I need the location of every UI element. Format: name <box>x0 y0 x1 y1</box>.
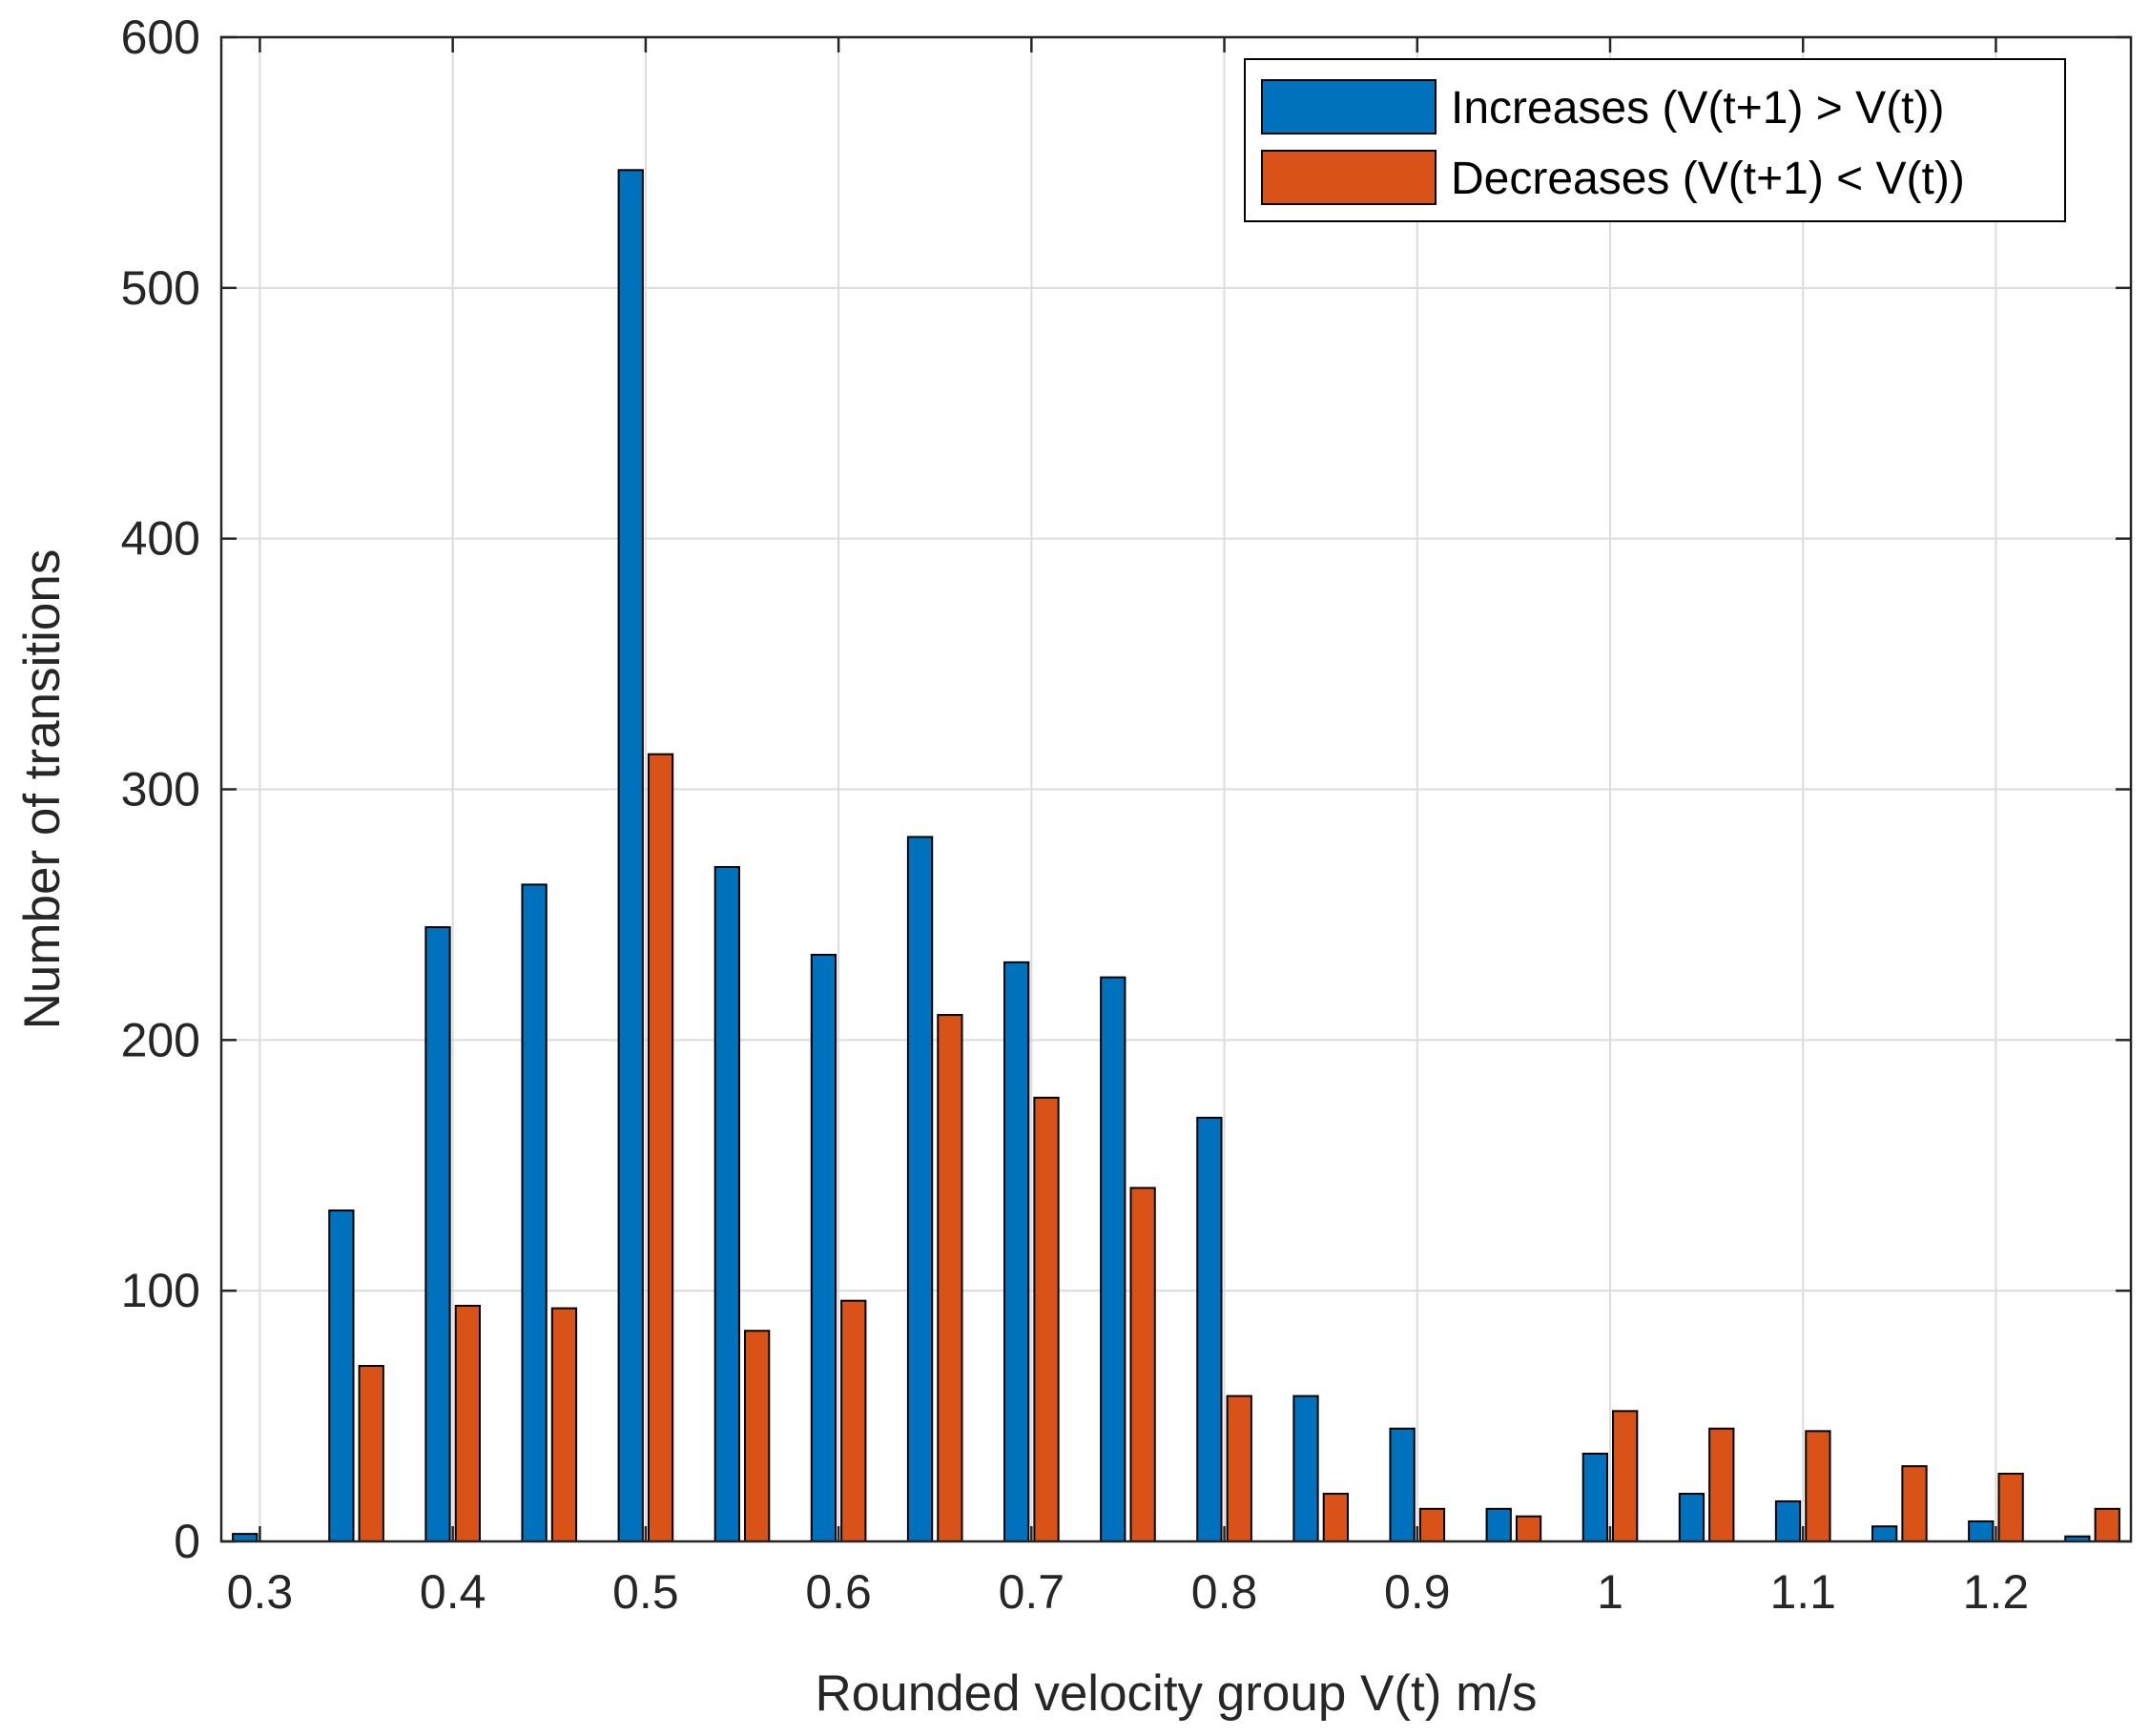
bar-decreases-16 <box>1805 1430 1831 1542</box>
bar-increases-15 <box>1678 1493 1706 1543</box>
bar-decreases-1 <box>358 1365 384 1543</box>
bar-decreases-17 <box>1901 1465 1928 1543</box>
bar-decreases-14 <box>1612 1410 1639 1542</box>
bar-decreases-8 <box>1033 1096 1060 1543</box>
bar-increases-5 <box>713 865 740 1542</box>
bar-increases-11 <box>1292 1395 1319 1543</box>
x-tick-label-6: 0.9 <box>1384 1565 1451 1619</box>
bar-increases-12 <box>1389 1427 1416 1542</box>
y-axis-title: Number of transitions <box>14 549 71 1030</box>
y-tick-label-3: 300 <box>121 763 200 816</box>
bar-increases-16 <box>1774 1499 1802 1542</box>
y-tick-label-0: 0 <box>174 1515 200 1568</box>
x-tick-label-0: 0.3 <box>227 1565 294 1619</box>
y-tick-label-1: 100 <box>121 1264 200 1317</box>
bar-increases-8 <box>1003 961 1030 1542</box>
bar-increases-7 <box>906 836 934 1542</box>
bar-increases-14 <box>1581 1453 1608 1543</box>
x-tick-label-4: 0.7 <box>999 1565 1065 1619</box>
y-tick-label-4: 400 <box>121 512 200 566</box>
x-tick-label-8: 1.1 <box>1769 1565 1836 1619</box>
bar-increases-2 <box>424 926 451 1542</box>
x-tick-label-5: 0.8 <box>1191 1565 1258 1619</box>
x-tick-label-3: 0.6 <box>805 1565 872 1619</box>
bar-increases-18 <box>1968 1519 1995 1542</box>
bar-increases-9 <box>1100 976 1127 1543</box>
legend-swatch-increases <box>1261 79 1437 134</box>
x-tick-label-7: 1 <box>1597 1565 1623 1619</box>
y-tick-label-5: 500 <box>121 261 200 315</box>
bar-decreases-10 <box>1226 1395 1252 1543</box>
bar-decreases-15 <box>1708 1427 1735 1542</box>
bar-increases-3 <box>521 883 548 1542</box>
bar-increases-13 <box>1485 1507 1512 1542</box>
bar-decreases-9 <box>1129 1187 1156 1543</box>
x-tick-label-9: 1.2 <box>1963 1565 2030 1619</box>
y-axis-ticks: 0 100 200 300 400 500 600 <box>121 10 2131 1568</box>
bar-decreases-12 <box>1418 1507 1446 1542</box>
y-tick-label-6: 600 <box>121 10 200 64</box>
bar-increases-4 <box>617 169 644 1542</box>
x-axis-title: Rounded velocity group V(t) m/s <box>815 1665 1537 1722</box>
bar-increases-1 <box>328 1209 355 1543</box>
x-axis-ticks: 0.3 0.4 0.5 0.6 0.7 0.8 0.9 1 1.1 1.2 <box>227 37 2030 1619</box>
x-tick-label-2: 0.5 <box>612 1565 679 1619</box>
y-tick-label-2: 200 <box>121 1013 200 1066</box>
bar-increases-10 <box>1196 1116 1223 1543</box>
bar-increases-6 <box>810 953 837 1542</box>
bar-decreases-3 <box>550 1307 578 1542</box>
legend-swatch-decreases <box>1261 150 1437 205</box>
bar-decreases-6 <box>840 1299 867 1543</box>
bar-decreases-13 <box>1515 1515 1542 1542</box>
legend: Increases (V(t+1) > V(t)) Decreases (V(t… <box>1244 58 2066 222</box>
legend-label-increases: Increases (V(t+1) > V(t)) <box>1451 83 1944 134</box>
bar-decreases-4 <box>647 753 674 1542</box>
bar-decreases-7 <box>937 1014 963 1543</box>
x-tick-label-1: 0.4 <box>420 1565 486 1619</box>
bar-decreases-18 <box>1997 1473 2024 1543</box>
legend-label-decreases: Decreases (V(t+1) < V(t)) <box>1451 154 1965 204</box>
bar-decreases-5 <box>744 1330 771 1542</box>
bar-decreases-11 <box>1322 1493 1349 1543</box>
bar-decreases-19 <box>2094 1507 2120 1542</box>
bar-increases-17 <box>1871 1525 1898 1542</box>
bar-decreases-2 <box>454 1304 481 1542</box>
